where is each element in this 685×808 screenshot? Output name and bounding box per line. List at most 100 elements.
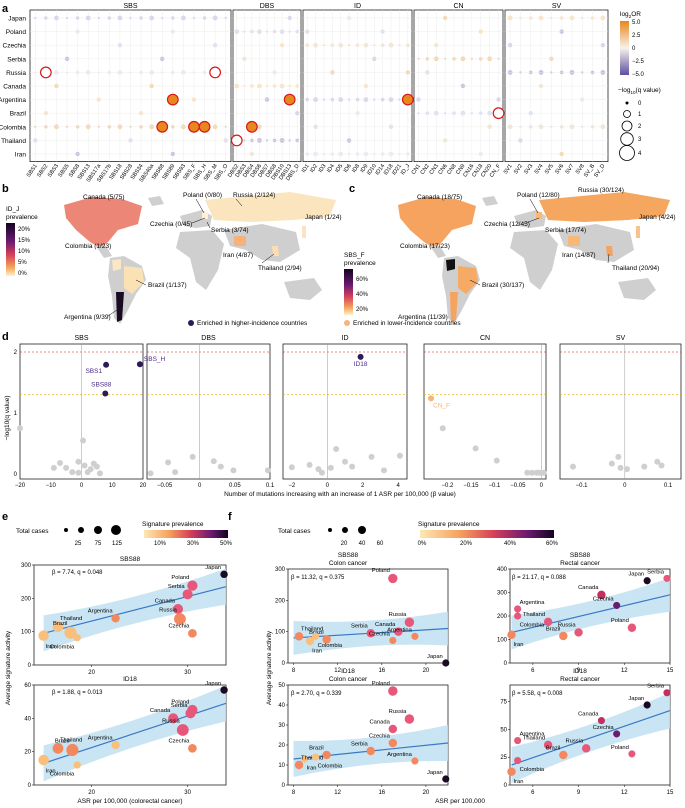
- panel-label-c: c: [349, 183, 355, 195]
- size-dot: [342, 527, 348, 533]
- y-tick-label: 10: [278, 763, 285, 769]
- point-label: Poland: [611, 618, 629, 624]
- scatter-point: [52, 621, 64, 633]
- point-label: Argentina: [88, 609, 114, 615]
- point-label: Czechia: [593, 725, 615, 731]
- map-label-brazil: Brazil (30/137): [482, 282, 524, 289]
- matrix-group-title: CN: [453, 3, 463, 10]
- y-tick-label: 400: [497, 567, 508, 573]
- map-label-thailand: Thailand (2/94): [258, 265, 302, 272]
- point-label: Canada: [375, 622, 396, 628]
- volcano-title: SBS: [74, 335, 88, 342]
- map-africa: [510, 230, 558, 290]
- highlight-dot: [39, 66, 52, 79]
- panel-label-b: b: [2, 183, 9, 195]
- panel-b-legend-subtitle: prevalence: [6, 214, 38, 221]
- volcano-point: [623, 466, 630, 473]
- point-label: Colombia: [520, 767, 545, 773]
- point-label: Czechia: [369, 733, 391, 739]
- scatter-point: [38, 754, 49, 766]
- volcano-point: [380, 467, 387, 474]
- x-tick-label: 20: [140, 483, 147, 489]
- volcano-point: [617, 464, 624, 471]
- map-label-colombia: Colombia (1/23): [65, 243, 111, 250]
- size-value: 20: [341, 541, 348, 547]
- highlight-dot: [283, 93, 296, 106]
- size-legend-dot: [619, 145, 635, 161]
- volcano-point: [327, 464, 334, 471]
- e1-stat: β = 7.74, q = 0.048: [52, 570, 103, 576]
- volcano-point: [641, 463, 648, 470]
- x-tick-label: 12: [621, 668, 628, 674]
- panel-label-a: a: [2, 3, 9, 15]
- volcano-point: [102, 390, 109, 397]
- size-legend-title-main: −log: [618, 87, 631, 94]
- regression-line: [511, 709, 671, 766]
- map-label-russia: Russia (30/124): [578, 187, 624, 194]
- point-label: Canada: [150, 708, 171, 714]
- leader-line: [191, 217, 206, 224]
- map-australia: [284, 278, 322, 300]
- volcano-point: [75, 469, 82, 476]
- scatter-point: [366, 629, 375, 638]
- panel-c-tick: 60%: [356, 277, 369, 283]
- prevalence-tick: 10%: [154, 541, 167, 547]
- panel-e-legend: Total cases 25 75 125 Signature prevalen…: [16, 521, 233, 547]
- point-label: Czechia: [593, 596, 615, 602]
- y-tick-label: 0: [504, 783, 508, 789]
- map-japan: [636, 226, 640, 238]
- highlight-dot: [198, 120, 211, 133]
- scatter-point: [388, 573, 398, 584]
- matrix-group-title: SV: [552, 3, 562, 10]
- volcano-point: [524, 469, 531, 476]
- scatter-point: [388, 686, 398, 696]
- panel-c-map: [398, 192, 670, 324]
- size-legend-label: 1: [638, 112, 642, 118]
- point-label: Czechia: [168, 738, 190, 744]
- map-brazil: [124, 266, 144, 294]
- scatter-point: [404, 617, 415, 627]
- scatter-point: [442, 659, 450, 667]
- point-label: Poland: [372, 681, 390, 687]
- point-label: Colombia: [318, 764, 343, 770]
- y-tick-label: 2: [14, 350, 18, 356]
- map-label-argentina: Argentina (9/39): [64, 314, 111, 321]
- x-tick-label: −20: [15, 483, 26, 489]
- map-label-brazil: Brazil (1/137): [148, 282, 187, 289]
- signature-label: ID14: [375, 163, 387, 176]
- volcano-annotation: SBS1: [85, 368, 102, 375]
- prevalence-gradient: [144, 530, 228, 538]
- volcano-point: [493, 457, 500, 464]
- volcano-point: [69, 469, 76, 476]
- signature-label: ID18: [383, 163, 395, 176]
- x-tick-label: −0.1: [576, 483, 589, 489]
- x-tick-label: 20: [423, 790, 430, 796]
- panel-b-legend: ID_J prevalence 20% 15% 10% 5% 0%: [6, 206, 38, 277]
- y-tick-label: 0: [28, 783, 32, 789]
- y-tick-label: 20: [24, 750, 31, 756]
- map-label-poland: Poland (0/80): [183, 192, 222, 199]
- y-tick-label: 0: [282, 783, 286, 789]
- country-label: Iran: [15, 152, 27, 159]
- total-cases-label: Total cases: [16, 528, 49, 535]
- y-tick-label: 0: [282, 661, 286, 667]
- leader-line: [607, 253, 610, 264]
- prevalence-tick: 20%: [460, 541, 473, 547]
- volcano-point: [608, 460, 615, 467]
- scatter-point: [188, 628, 197, 638]
- volcano-point: [368, 453, 375, 460]
- prevalence-label: Signature prevalence: [418, 521, 480, 528]
- scatter-point: [663, 689, 671, 697]
- volcano-annotation: CN_F: [433, 402, 450, 409]
- signature-label: CN9: [455, 163, 466, 176]
- point-label: Iran: [307, 766, 317, 772]
- x-tick-label: −0.2: [442, 483, 455, 489]
- signature-label: ID3: [318, 163, 328, 174]
- scatter-point: [322, 635, 331, 644]
- volcano-point: [93, 463, 100, 470]
- x-tick-label: 6: [531, 668, 535, 674]
- volcano-annotation: SBS_H: [144, 356, 166, 363]
- point-label: Colombia: [50, 772, 75, 778]
- legend-low-label: Enriched in lower-incidence countries: [353, 320, 461, 327]
- x-tick-label: 20: [423, 668, 430, 674]
